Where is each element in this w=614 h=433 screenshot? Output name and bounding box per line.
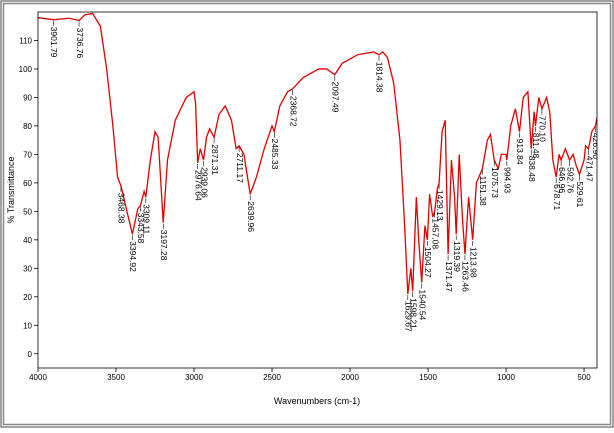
x-tick-label: 1500 bbox=[419, 373, 437, 382]
peak-label: 2976.64 bbox=[193, 170, 203, 201]
peak-label: 2097.49 bbox=[331, 82, 341, 113]
peak-label: 1213.98 bbox=[468, 247, 478, 278]
peak-label: 2485.33 bbox=[270, 139, 280, 170]
inner-border bbox=[2, 2, 612, 426]
peak-label: 592.76 bbox=[565, 167, 575, 193]
peak-label: 1429.13 bbox=[435, 190, 445, 221]
peak-label: 1540.54 bbox=[417, 290, 427, 321]
peak-label: 1263.46 bbox=[461, 261, 471, 292]
peak-label: 2639.96 bbox=[246, 201, 256, 232]
y-tick-label: 10 bbox=[23, 321, 32, 330]
y-tick-label: 0 bbox=[28, 350, 33, 359]
peak-label: 838.48 bbox=[527, 156, 537, 182]
peak-label: 471.47 bbox=[584, 156, 594, 182]
y-tick-label: 70 bbox=[23, 150, 32, 159]
peak-label: 3901.79 bbox=[49, 27, 59, 58]
peak-label: 678.71 bbox=[552, 184, 562, 210]
peak-label: 3343.58 bbox=[136, 213, 146, 244]
y-tick-label: 60 bbox=[23, 179, 32, 188]
peak-label: 1075.73 bbox=[490, 167, 500, 198]
y-axis-label: % Transmittance bbox=[6, 156, 16, 223]
y-tick-label: 90 bbox=[23, 93, 32, 102]
plot-frame bbox=[37, 11, 598, 369]
peak-label: 1814.38 bbox=[375, 62, 385, 93]
peak-label: 1629.67 bbox=[404, 301, 414, 332]
peak-label: 2368.72 bbox=[288, 96, 298, 127]
peak-label: 3736.76 bbox=[75, 28, 85, 59]
peak-label: 3309.11 bbox=[142, 204, 152, 234]
peak-label: 1457.08 bbox=[430, 218, 440, 249]
peak-label: 913.84 bbox=[515, 139, 525, 165]
x-tick-label: 2000 bbox=[341, 373, 359, 382]
peak-label: 811.48 bbox=[531, 133, 541, 159]
y-tick-label: 30 bbox=[23, 264, 32, 273]
y-tick-label: 80 bbox=[23, 122, 32, 131]
peak-label: 2939.06 bbox=[199, 167, 209, 198]
y-tick-label: 20 bbox=[23, 293, 32, 302]
peak-label: 426.90 bbox=[591, 133, 601, 159]
y-tick-label: 40 bbox=[23, 236, 32, 245]
peak-label: 2871.31 bbox=[210, 144, 220, 175]
y-tick-label: 50 bbox=[23, 207, 32, 216]
peak-label: 3468.38 bbox=[117, 193, 127, 224]
peak-label: 1598.21 bbox=[408, 298, 418, 329]
peak-label: 994.93 bbox=[503, 167, 513, 193]
peak-label: 770.10 bbox=[538, 116, 548, 142]
peak-label: 2711.17 bbox=[235, 153, 245, 183]
x-tick-label: 3000 bbox=[185, 373, 203, 382]
spectrum-line bbox=[38, 12, 597, 295]
x-tick-label: 2500 bbox=[263, 373, 281, 382]
y-tick-label: 100 bbox=[19, 65, 33, 74]
x-tick-label: 500 bbox=[577, 373, 591, 382]
peak-label: 1504.27 bbox=[423, 247, 433, 278]
peak-label: 1371.47 bbox=[444, 261, 454, 292]
x-tick-label: 1000 bbox=[497, 373, 515, 382]
peak-label: 529.61 bbox=[575, 181, 585, 207]
peak-label: 1151.38 bbox=[478, 176, 488, 206]
x-axis-label: Wavenumbers (cm-1) bbox=[274, 396, 360, 406]
peak-label: 646.96 bbox=[557, 167, 567, 193]
y-tick-label: 110 bbox=[19, 36, 32, 45]
peak-label: 3197.28 bbox=[159, 230, 169, 261]
plot-area: 3901.79 3736.76 3468.38 3394.923343.583309.… bbox=[38, 12, 601, 332]
x-tick-label: 3500 bbox=[107, 373, 125, 382]
peak-label: 3394.92 bbox=[128, 241, 138, 272]
x-tick-label: 4000 bbox=[29, 373, 47, 382]
peak-label: 1319.39 bbox=[452, 241, 462, 272]
